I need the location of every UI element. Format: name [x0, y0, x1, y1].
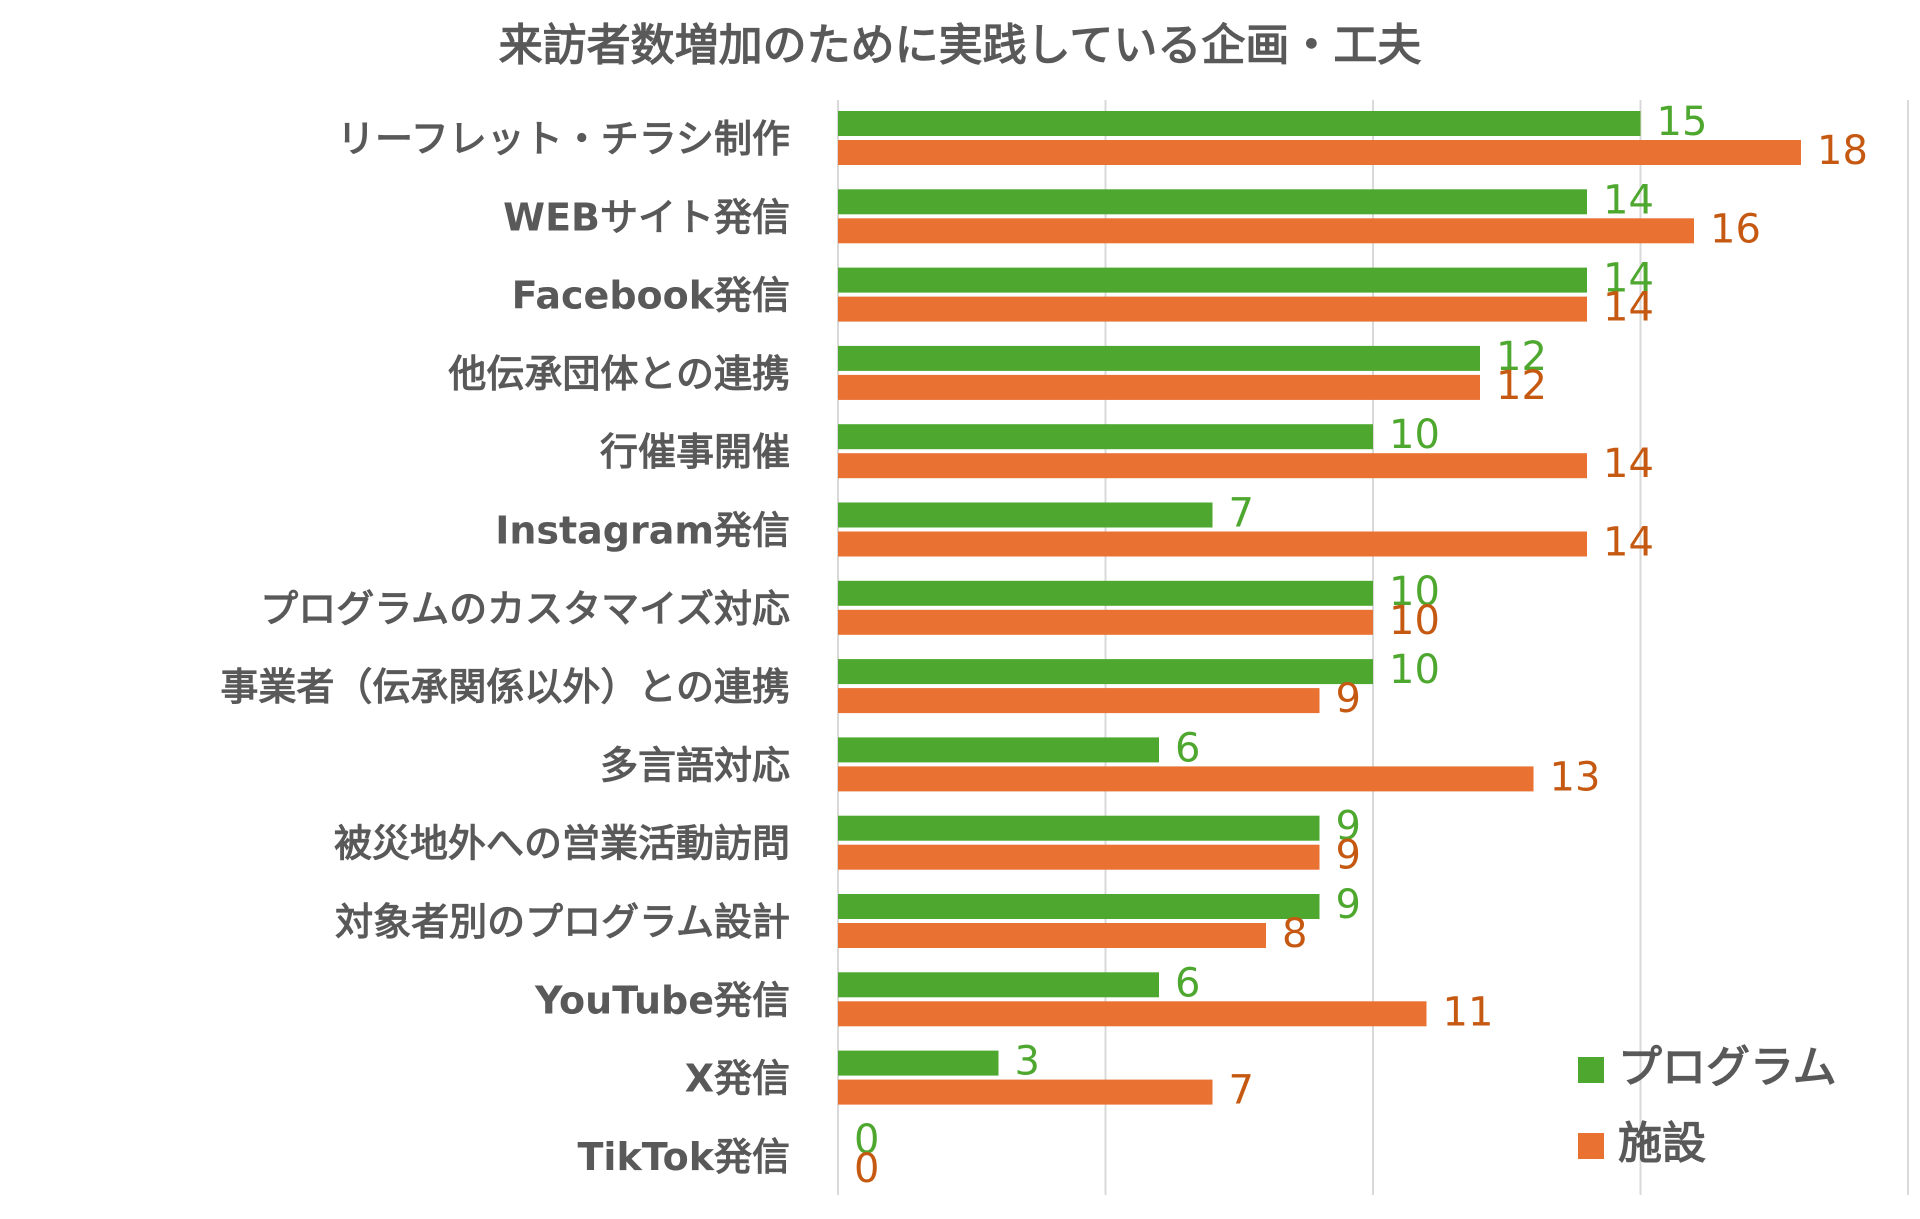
gridlines	[837, 100, 1909, 1195]
data-label-facility: 8	[1282, 911, 1307, 957]
legend-swatch-program	[1578, 1057, 1604, 1083]
bar-facility	[838, 531, 1587, 557]
category-label: 他伝承団体との連携	[447, 352, 790, 396]
bar-program	[838, 1050, 999, 1076]
bar-program	[838, 659, 1373, 685]
bar-program	[838, 580, 1373, 606]
data-label-facility: 12	[1496, 363, 1547, 409]
category-label: Facebook発信	[512, 274, 790, 318]
bar-program	[838, 894, 1320, 919]
data-label-facility: 18	[1817, 128, 1868, 174]
data-label-program: 10	[1389, 412, 1440, 458]
bar-program	[838, 972, 1159, 998]
bar-facility	[838, 609, 1373, 635]
legend-label-program: プログラム	[1618, 1042, 1837, 1093]
data-label-facility: 11	[1443, 989, 1494, 1035]
legend-label-facility: 施設	[1618, 1118, 1706, 1169]
data-label-program: 14	[1603, 177, 1654, 223]
bar-facility	[838, 1079, 1213, 1105]
data-label-program: 9	[1336, 882, 1361, 928]
data-label-facility: 9	[1336, 833, 1361, 879]
bar-facility	[838, 453, 1587, 479]
bar-program	[838, 424, 1373, 450]
legend-swatch-facility	[1578, 1133, 1604, 1159]
bar-facility	[838, 923, 1266, 948]
data-label-program: 3	[1015, 1039, 1040, 1085]
bar-facility	[838, 374, 1480, 400]
category-label: YouTube発信	[534, 978, 790, 1022]
chart-title: 来訪者数増加のために実践している企画・工夫	[499, 20, 1423, 71]
bar-facility	[838, 218, 1694, 244]
bar-facility	[838, 844, 1320, 870]
data-label-program: 12	[1496, 334, 1547, 380]
data-label-facility: 10	[1389, 598, 1440, 644]
bar-program	[838, 737, 1159, 763]
data-label-facility: 16	[1710, 206, 1761, 252]
bar-facility	[838, 1001, 1427, 1027]
bar-program	[838, 815, 1320, 841]
data-label-facility: 7	[1229, 1068, 1254, 1114]
bars	[838, 111, 1801, 1105]
category-label: リーフレット・チラシ制作	[337, 117, 790, 161]
bar-facility	[838, 140, 1801, 165]
data-label-facility: 14	[1603, 285, 1654, 331]
bar-facility	[838, 766, 1534, 792]
data-label-program: 15	[1657, 99, 1708, 145]
category-label: 事業者（伝承関係以外）との連携	[220, 665, 790, 709]
category-label: 対象者別のプログラム設計	[335, 900, 790, 944]
category-label: プログラムのカスタマイズ対応	[260, 587, 790, 631]
category-label: X発信	[685, 1057, 790, 1101]
data-label-facility: 14	[1603, 441, 1654, 487]
category-label: 多言語対応	[600, 743, 790, 787]
bar-program	[838, 267, 1587, 293]
data-labels: 1518141614141212101471410101096139998611…	[854, 99, 1868, 1192]
bar-program	[838, 111, 1641, 136]
data-label-program: 6	[1175, 960, 1200, 1006]
data-label-facility: 14	[1603, 520, 1654, 566]
category-label: TikTok発信	[578, 1135, 790, 1179]
bar-program	[838, 345, 1480, 371]
bar-facility	[838, 688, 1320, 714]
category-label: 行催事開催	[600, 430, 790, 474]
data-label-program: 7	[1229, 491, 1254, 537]
data-label-program: 9	[1336, 804, 1361, 850]
category-label: WEBサイト発信	[503, 195, 790, 239]
data-label-program: 0	[854, 1117, 879, 1163]
legend: プログラム 施設	[1578, 1042, 1837, 1169]
bar-program	[838, 502, 1213, 528]
data-label-facility: 9	[1336, 676, 1361, 722]
data-label-program: 6	[1175, 725, 1200, 771]
data-label-program: 10	[1389, 569, 1440, 615]
data-label-program: 10	[1389, 647, 1440, 693]
data-label-facility: 0	[854, 1146, 879, 1192]
category-labels: リーフレット・チラシ制作 WEBサイト発信 Facebook発信他伝承団体との連携行…	[220, 117, 790, 1179]
data-label-facility: 13	[1550, 754, 1601, 800]
category-label: 被災地外への営業活動訪問	[334, 822, 790, 866]
data-label-program: 14	[1603, 256, 1654, 302]
bar-facility	[838, 296, 1587, 322]
category-label: Instagram発信	[495, 509, 790, 553]
bar-program	[838, 189, 1587, 215]
